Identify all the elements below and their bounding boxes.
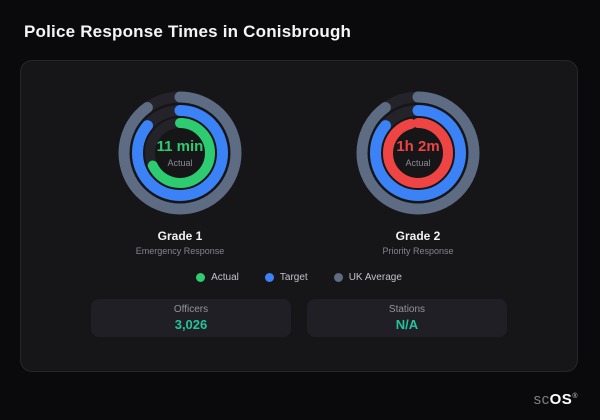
- scos-logo: scOS®: [534, 391, 578, 408]
- gauge-grade-1: 11 min Actual Grade 1 Emergency Response: [73, 87, 287, 256]
- legend-dot-target: [264, 273, 274, 282]
- legend-label: Target: [279, 272, 308, 283]
- stat-officers: Officers 3,026: [91, 299, 291, 337]
- chart-legend: Actual Target UK Average: [21, 272, 577, 283]
- gauges-row: 11 min Actual Grade 1 Emergency Response…: [21, 61, 577, 256]
- gauge-grade-2: 1h 2m Actual Grade 2 Priority Response: [311, 87, 525, 256]
- gauge-subtitle: Priority Response: [382, 246, 454, 256]
- gauge-grade-2-chart: 1h 2m Actual: [352, 87, 484, 219]
- page-title: Police Response Times in Conisbrough: [24, 22, 352, 41]
- stat-label: Officers: [173, 304, 209, 315]
- legend-dot-uk-average: [333, 273, 343, 282]
- gauge-title: Grade 1: [157, 229, 203, 243]
- gauge-subtitle: Emergency Response: [135, 246, 225, 256]
- legend-item-target[interactable]: Target: [264, 272, 308, 283]
- stat-stations: Stations N/A: [307, 299, 507, 337]
- legend-item-uk-average[interactable]: UK Average: [333, 272, 402, 283]
- radial-gauge-chart: [118, 91, 242, 215]
- legend-dot-actual: [196, 273, 206, 282]
- stat-value: 3,026: [174, 317, 208, 332]
- logo-prefix: sc: [533, 391, 550, 408]
- stat-value: N/A: [395, 317, 419, 332]
- legend-item-actual[interactable]: Actual: [196, 272, 239, 283]
- gauge-title: Grade 2: [395, 229, 441, 243]
- gauge-grade-1-chart: 11 min Actual: [114, 87, 246, 219]
- legend-label: Actual: [211, 272, 239, 283]
- stats-row: Officers 3,026 Stations N/A: [91, 299, 507, 337]
- stat-label: Stations: [388, 304, 426, 315]
- logo-suffix: OS: [549, 391, 573, 408]
- radial-gauge-chart: [356, 91, 480, 215]
- legend-label: UK Average: [348, 272, 402, 283]
- response-times-card: 11 min Actual Grade 1 Emergency Response…: [20, 60, 578, 372]
- registered-trademark-icon: ®: [572, 393, 578, 400]
